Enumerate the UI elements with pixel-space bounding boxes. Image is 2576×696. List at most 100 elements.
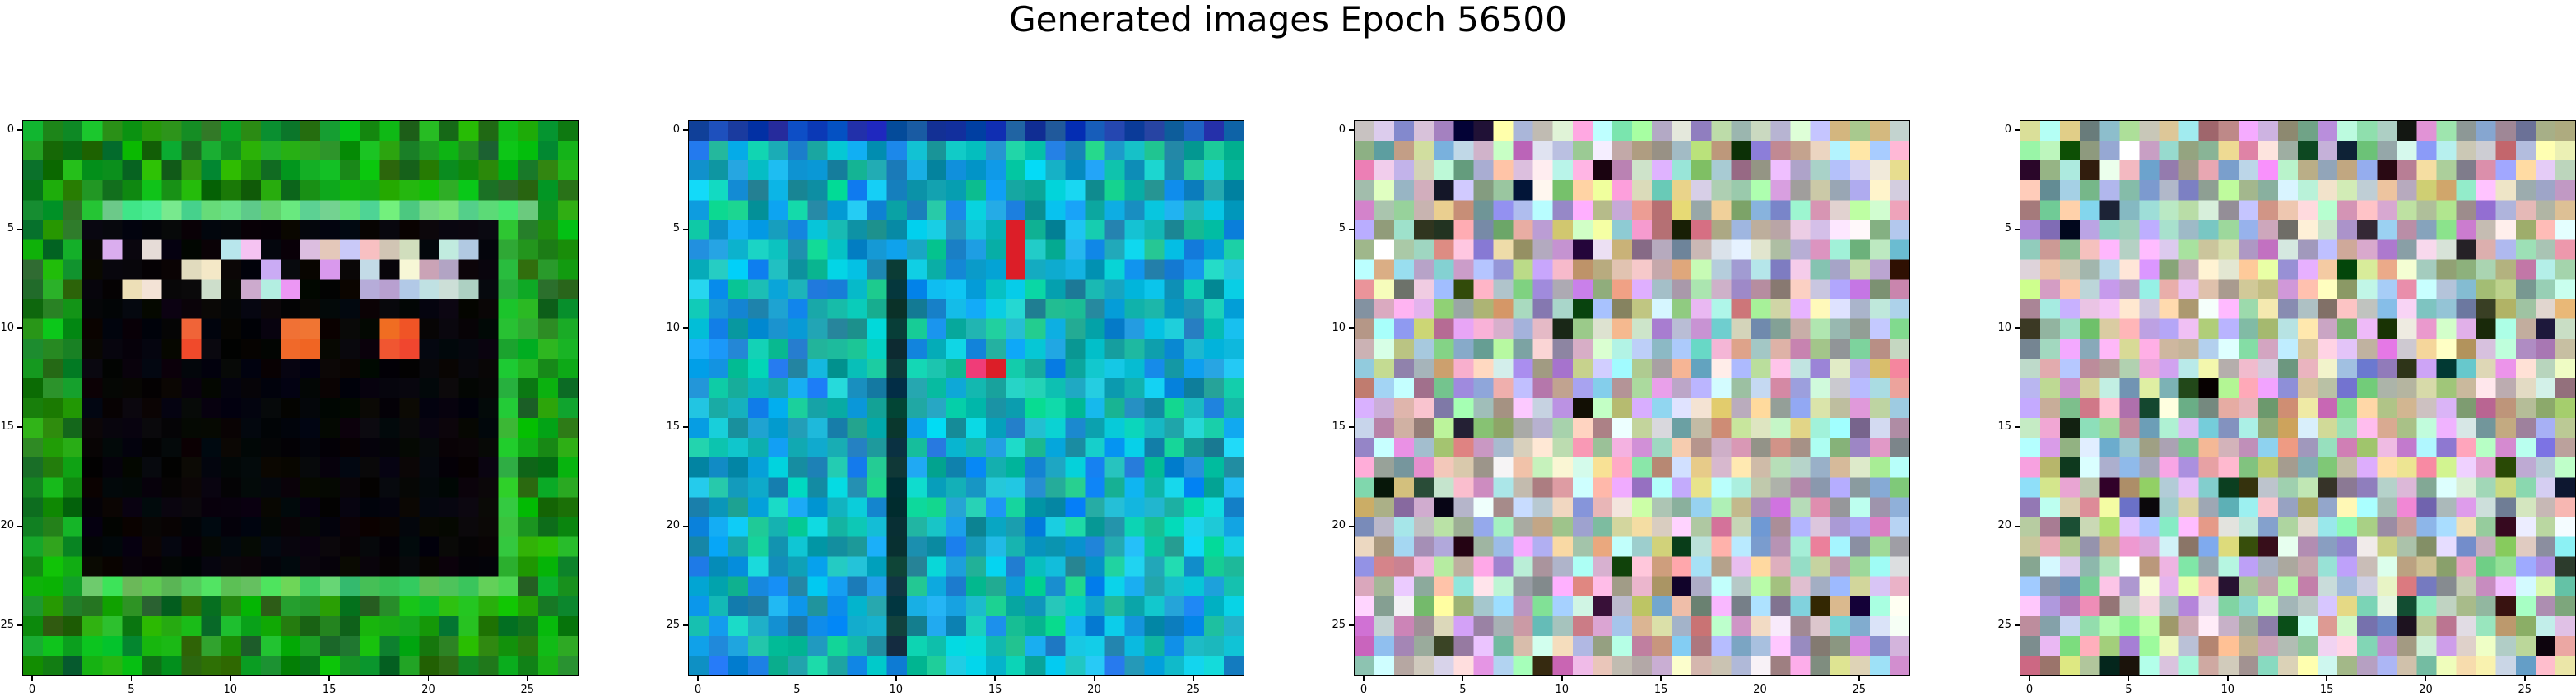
y-tick-label: 0 (2004, 123, 2011, 137)
y-tick-mark (2015, 228, 2020, 230)
x-tick-mark (527, 675, 528, 681)
y-tick-mark (1349, 426, 1354, 428)
y-tick-label: 5 (7, 222, 14, 235)
image-panel-1 (22, 120, 579, 676)
generated-image-1 (23, 121, 578, 675)
y-tick-label: 25 (1997, 618, 2011, 631)
x-tick-label: 25 (1852, 684, 1867, 696)
y-tick-mark (1349, 327, 1354, 329)
y-tick-mark (2015, 624, 2020, 626)
x-tick-label: 20 (2419, 684, 2433, 696)
x-tick-mark (697, 675, 699, 681)
y-tick-mark (683, 327, 688, 329)
y-tick-label: 5 (672, 222, 680, 235)
y-tick-label: 0 (7, 123, 14, 137)
x-tick-label: 5 (793, 684, 801, 696)
x-tick-mark (994, 675, 996, 681)
x-tick-label: 0 (2025, 684, 2034, 696)
x-tick-label: 10 (2220, 684, 2235, 696)
y-tick-label: 10 (1997, 321, 2011, 334)
x-tick-mark (2127, 675, 2130, 681)
y-tick-label: 15 (1332, 420, 1346, 434)
x-tick-label: 15 (2319, 684, 2334, 696)
y-tick-label: 10 (1332, 321, 1346, 334)
x-tick-label: 10 (223, 684, 238, 696)
x-tick-mark (2524, 675, 2526, 681)
x-tick-label: 25 (1186, 684, 1201, 696)
x-tick-label: 5 (128, 684, 135, 696)
y-tick-mark (17, 327, 22, 329)
generated-image-3 (1355, 121, 1909, 675)
y-tick-mark (1349, 525, 1354, 527)
x-tick-mark (1462, 675, 1464, 681)
x-tick-mark (31, 675, 33, 681)
y-tick-label: 5 (1338, 222, 1346, 235)
y-tick-mark (683, 228, 688, 230)
x-tick-mark (1561, 675, 1563, 681)
x-tick-label: 20 (421, 684, 435, 696)
generated-image-4 (2020, 121, 2575, 675)
figure-title: Generated images Epoch 56500 (1009, 0, 1567, 39)
x-tick-label: 10 (889, 684, 904, 696)
y-tick-mark (1349, 129, 1354, 131)
y-tick-mark (683, 426, 688, 428)
x-tick-label: 20 (1087, 684, 1101, 696)
y-tick-label: 25 (666, 618, 680, 631)
x-tick-mark (1660, 675, 1662, 681)
image-panel-4 (2020, 120, 2576, 676)
y-tick-mark (1349, 624, 1354, 626)
x-tick-mark (230, 675, 231, 681)
y-tick-mark (17, 624, 22, 626)
x-tick-label: 15 (322, 684, 337, 696)
x-tick-label: 25 (520, 684, 535, 696)
y-tick-label: 15 (666, 420, 680, 434)
y-tick-mark (2015, 129, 2020, 131)
x-tick-mark (2227, 675, 2229, 681)
x-tick-mark (2029, 675, 2030, 681)
x-tick-mark (2326, 675, 2327, 681)
x-tick-mark (1363, 675, 1365, 681)
x-tick-mark (895, 675, 897, 681)
x-tick-label: 10 (1555, 684, 1569, 696)
y-tick-label: 5 (2004, 222, 2011, 235)
x-tick-mark (427, 675, 430, 681)
y-tick-mark (683, 129, 688, 131)
y-tick-label: 20 (0, 519, 14, 532)
image-panel-3 (1354, 120, 1910, 676)
y-tick-mark (2015, 327, 2020, 329)
x-tick-mark (1759, 675, 1761, 681)
image-panel-2 (688, 120, 1244, 676)
y-tick-mark (2015, 426, 2020, 428)
y-tick-mark (17, 129, 22, 131)
y-tick-label: 0 (1338, 123, 1346, 137)
y-tick-mark (1349, 228, 1354, 230)
x-tick-label: 5 (2125, 684, 2132, 696)
y-tick-label: 0 (672, 123, 680, 137)
x-tick-label: 20 (1753, 684, 1767, 696)
y-tick-label: 25 (1332, 618, 1346, 631)
y-tick-label: 10 (666, 321, 680, 334)
x-tick-label: 0 (694, 684, 702, 696)
x-tick-mark (796, 675, 798, 681)
y-tick-label: 15 (1997, 420, 2011, 434)
y-tick-label: 15 (0, 420, 14, 434)
x-tick-mark (130, 675, 133, 681)
y-tick-mark (683, 624, 688, 626)
y-tick-mark (683, 525, 688, 527)
x-tick-label: 25 (2518, 684, 2532, 696)
x-tick-mark (1858, 675, 1860, 681)
y-tick-mark (17, 426, 22, 428)
x-tick-label: 0 (1360, 684, 1368, 696)
y-tick-label: 25 (0, 618, 14, 631)
x-tick-mark (2425, 675, 2427, 681)
x-tick-mark (1093, 675, 1095, 681)
y-tick-label: 20 (1332, 519, 1346, 532)
y-tick-mark (17, 228, 22, 230)
x-tick-mark (328, 675, 330, 681)
x-tick-label: 5 (1459, 684, 1467, 696)
x-tick-label: 15 (988, 684, 1002, 696)
y-tick-label: 20 (1997, 519, 2011, 532)
generated-image-2 (689, 121, 1244, 675)
x-tick-label: 0 (28, 684, 36, 696)
y-tick-label: 10 (0, 321, 14, 334)
